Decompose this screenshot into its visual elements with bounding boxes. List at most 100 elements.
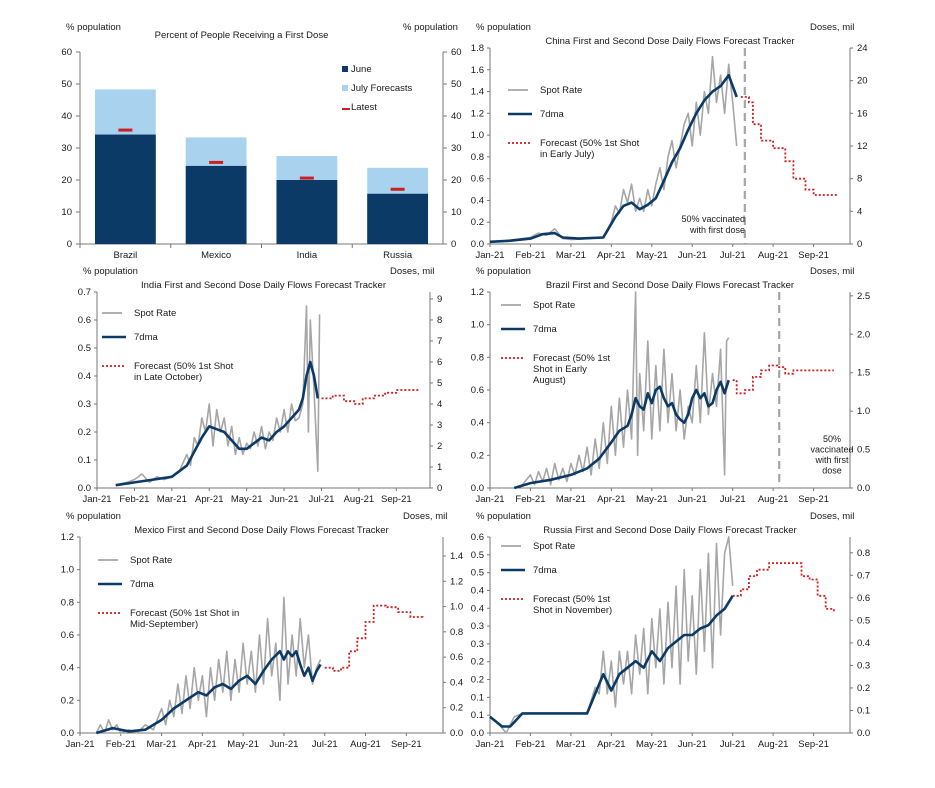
legend-swatch-july	[342, 85, 348, 91]
series-7dma	[489, 595, 734, 728]
c5-chart: Mexico First and Second Dose Daily Flows…	[61, 511, 463, 750]
y2-tick-label: 1.5	[857, 368, 870, 379]
y-tick-label: 0.3	[471, 621, 484, 632]
y-tick-label: 0.2	[471, 450, 484, 461]
x-tick-label: Jan-21	[65, 739, 94, 750]
legend-label-spot: Spot Rate	[540, 85, 582, 96]
y-tick-label: 0.6	[61, 630, 74, 641]
y-tick-label: 0.5	[78, 343, 91, 354]
c3-chart: India First and Second Dose Daily Flows …	[78, 266, 443, 505]
x-tick-label: Jan-21	[82, 494, 111, 505]
y2-tick-label: 0	[451, 239, 456, 250]
annotation-text: with first	[814, 455, 849, 465]
series-forecast	[740, 96, 838, 196]
x-tick-label: Jun-21	[269, 739, 298, 750]
x-tick-label: Apr-21	[597, 494, 626, 505]
legend-label-spot: Spot Rate	[134, 308, 176, 319]
x-tick-label: India	[297, 250, 318, 261]
x-tick-label: Aug-21	[758, 739, 789, 750]
y-tick-label: 1.0	[61, 565, 74, 576]
annotation-text: dose	[822, 466, 842, 476]
x-tick-label: Apr-21	[195, 494, 224, 505]
bar-june	[185, 165, 247, 244]
y-tick-label: 0.6	[471, 174, 484, 185]
y2-tick-label: 30	[451, 143, 462, 154]
bar-june	[94, 134, 156, 244]
y2-tick-label: 0.6	[450, 652, 463, 663]
y2-tick-label: 0.0	[857, 728, 870, 739]
y2-tick-label: 8	[857, 174, 862, 185]
y-tick-label: 0.3	[78, 399, 91, 410]
y-tick-label: 0.2	[471, 675, 484, 686]
chart-title: Percent of People Receiving a First Dose	[155, 30, 329, 41]
x-tick-label: Jun-21	[678, 739, 707, 750]
chart-title: India First and Second Dose Daily Flows …	[141, 280, 386, 291]
y-tick-label: 0.4	[61, 663, 74, 674]
y2-tick-label: 0	[857, 239, 862, 250]
y2-tick-label: 0.8	[857, 548, 870, 559]
y-tick-label: 0.1	[471, 692, 484, 703]
legend-label-7dma: 7dma	[134, 332, 158, 343]
x-tick-label: Sep-21	[798, 250, 829, 261]
y-axis-label: % population	[66, 511, 121, 522]
y2-tick-label: 0.8	[450, 627, 463, 638]
y2-tick-label: 2.5	[857, 291, 870, 302]
y2-tick-label: 5	[437, 378, 442, 389]
y2-tick-label: 1	[437, 462, 442, 473]
series-7dma	[513, 379, 730, 490]
x-tick-label: Apr-21	[597, 739, 626, 750]
y2-axis-label: Doses, mil	[810, 266, 854, 277]
x-tick-label: Mar-21	[556, 250, 586, 261]
y2-tick-label: 1.4	[450, 551, 463, 562]
y-axis-label: % population	[476, 511, 531, 522]
y2-tick-label: 0.3	[857, 660, 870, 671]
y2-tick-label: 0.1	[857, 705, 870, 716]
legend-label-forecast: Forecast (50% 1st Shot	[134, 361, 234, 372]
y2-tick-label: 9	[437, 294, 442, 305]
y-axis-label: % population	[476, 266, 531, 277]
y2-tick-label: 0	[437, 483, 442, 494]
legend-label-7dma: 7dma	[533, 565, 557, 576]
y-tick-label: 60	[61, 47, 72, 58]
y-tick-label: 0.6	[471, 385, 484, 396]
y-tick-label: 0.4	[471, 418, 484, 429]
y-tick-label: 20	[61, 175, 72, 186]
legend-label-forecast: Forecast (50% 1st	[533, 353, 610, 364]
legend-label-7dma: 7dma	[540, 109, 564, 120]
y-tick-label: 0.2	[471, 657, 484, 668]
x-tick-label: Mar-21	[157, 494, 187, 505]
y2-tick-label: 40	[451, 111, 462, 122]
x-tick-label: May-21	[227, 739, 259, 750]
y2-tick-label: 1.0	[450, 602, 463, 613]
x-tick-label: Apr-21	[188, 739, 217, 750]
x-tick-label: Jan-21	[475, 494, 504, 505]
marker-latest	[209, 160, 224, 164]
y-axis-label: % population	[83, 266, 138, 277]
series-7dma	[95, 650, 322, 735]
y-tick-label: 0.5	[471, 550, 484, 561]
chart-title: China First and Second Dose Daily Flows …	[545, 36, 794, 47]
y-tick-label: 0.0	[471, 728, 484, 739]
x-tick-label: Russia	[383, 250, 413, 261]
chart-title: Russia First and Second Dose Daily Flows…	[543, 525, 796, 536]
y-axis-label: % population	[66, 22, 121, 33]
y-tick-label: 0.1	[78, 455, 91, 466]
y2-tick-label: 1.0	[857, 406, 870, 417]
series-forecast	[321, 389, 419, 405]
c6-chart: Russia First and Second Dose Daily Flows…	[471, 511, 870, 750]
x-tick-label: Jun-21	[270, 494, 299, 505]
y2-tick-label: 24	[857, 43, 868, 54]
legend-label-spot: Spot Rate	[130, 555, 172, 566]
series-7dma	[489, 73, 738, 244]
y-tick-label: 0.0	[471, 239, 484, 250]
y2-tick-label: 0.6	[857, 593, 870, 604]
annotation-text: with first dose	[689, 225, 745, 235]
x-tick-label: May-21	[231, 494, 263, 505]
y-tick-label: 10	[61, 207, 72, 218]
y-tick-label: 0.0	[471, 483, 484, 494]
x-tick-label: Sep-21	[391, 739, 422, 750]
y2-tick-label: 7	[437, 336, 442, 347]
x-tick-label: May-21	[636, 494, 668, 505]
